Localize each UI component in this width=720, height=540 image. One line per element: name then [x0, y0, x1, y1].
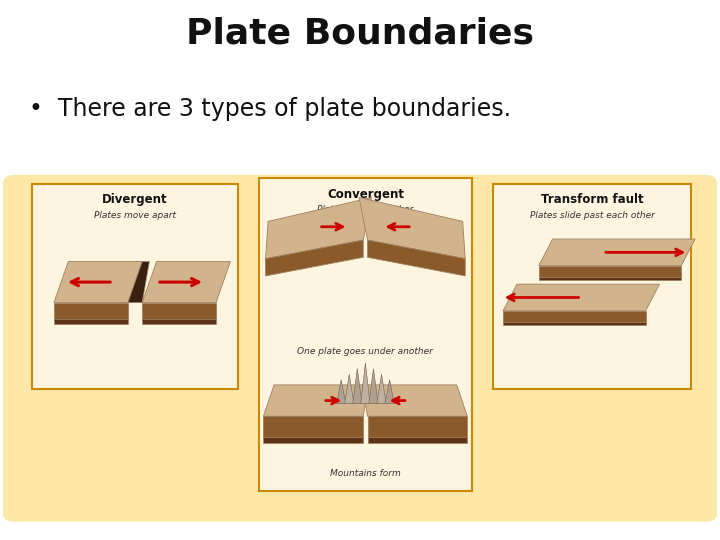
Polygon shape: [142, 261, 230, 302]
Polygon shape: [142, 319, 216, 324]
Polygon shape: [54, 302, 128, 319]
Text: Plates move apart: Plates move apart: [94, 211, 176, 220]
Polygon shape: [361, 363, 370, 404]
Polygon shape: [539, 266, 681, 277]
Text: •  There are 3 types of plate boundaries.: • There are 3 types of plate boundaries.: [29, 97, 510, 121]
Polygon shape: [142, 302, 216, 319]
Polygon shape: [367, 240, 465, 276]
Polygon shape: [377, 374, 386, 404]
Bar: [259, 178, 472, 491]
Text: Divergent: Divergent: [102, 193, 168, 206]
Polygon shape: [539, 277, 681, 280]
Polygon shape: [128, 261, 149, 302]
Polygon shape: [503, 322, 646, 326]
Polygon shape: [362, 385, 467, 416]
Text: Transform fault: Transform fault: [541, 193, 644, 206]
Polygon shape: [336, 380, 346, 404]
Polygon shape: [539, 239, 696, 266]
Polygon shape: [264, 436, 364, 443]
Text: Plate Boundaries: Plate Boundaries: [186, 16, 534, 50]
Polygon shape: [264, 385, 369, 416]
Polygon shape: [266, 198, 372, 259]
Text: Mountains form: Mountains form: [330, 469, 401, 478]
Polygon shape: [367, 416, 467, 436]
Polygon shape: [266, 240, 364, 276]
Bar: [32, 184, 238, 389]
Polygon shape: [367, 436, 467, 443]
Polygon shape: [345, 374, 354, 404]
Polygon shape: [359, 198, 465, 259]
Polygon shape: [54, 261, 142, 302]
Text: Plates slide past each other: Plates slide past each other: [530, 211, 654, 220]
Polygon shape: [369, 369, 378, 404]
Polygon shape: [264, 416, 364, 436]
Text: Convergent: Convergent: [327, 188, 404, 201]
Polygon shape: [353, 369, 362, 404]
Text: One plate goes under another: One plate goes under another: [297, 347, 433, 356]
Text: Plates come together: Plates come together: [318, 205, 413, 214]
Polygon shape: [54, 319, 128, 324]
Polygon shape: [385, 380, 395, 404]
Polygon shape: [503, 284, 660, 311]
Polygon shape: [503, 311, 646, 322]
Bar: [493, 184, 691, 389]
FancyBboxPatch shape: [4, 176, 716, 521]
